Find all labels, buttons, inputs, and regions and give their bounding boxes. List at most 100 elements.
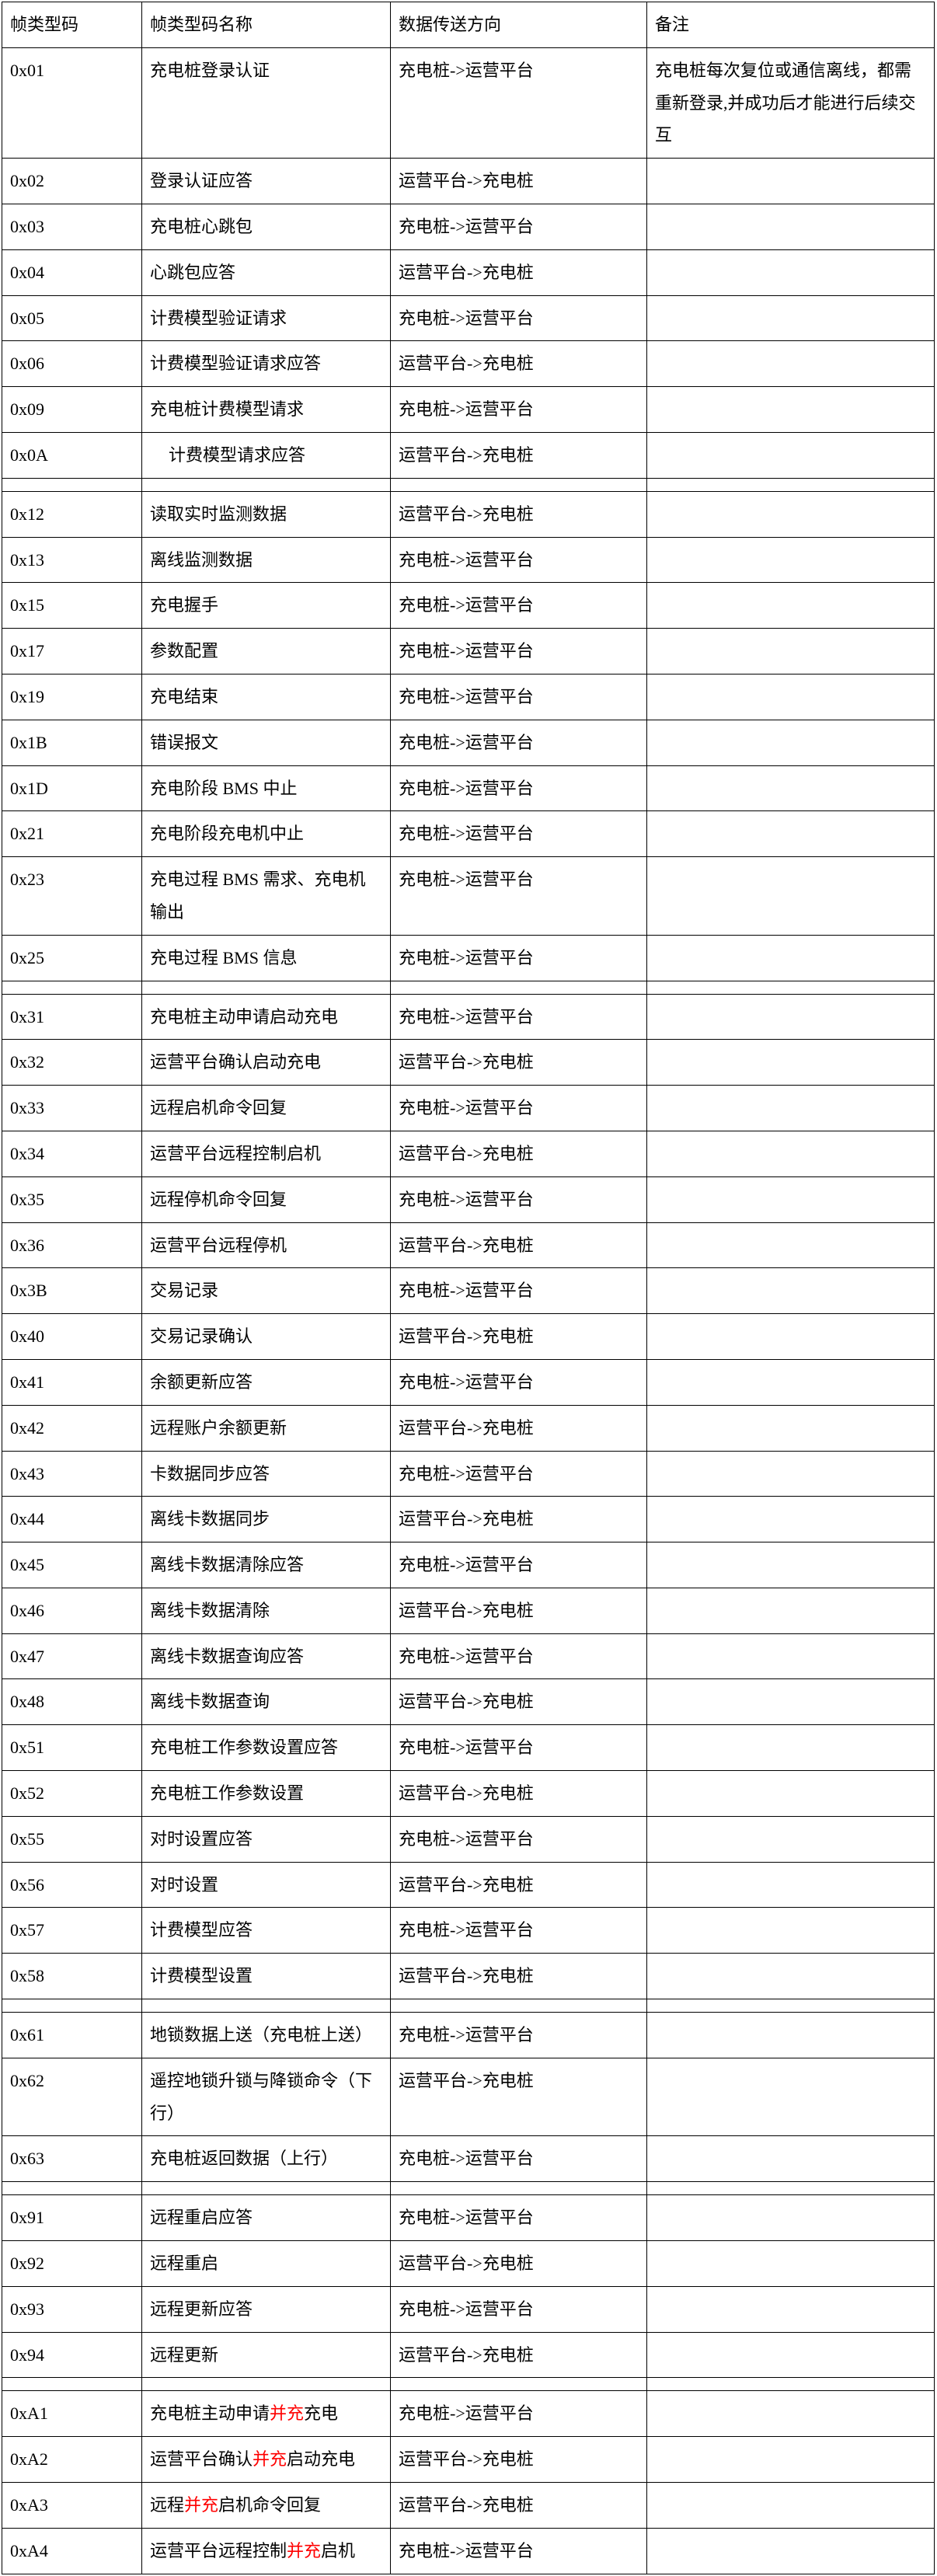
direction-cell: 充电桩->运营平台 [391, 1908, 647, 1954]
name-cell: 地锁数据上送（充电桩上送） [142, 2013, 391, 2058]
remark-cell [647, 537, 935, 583]
name-cell: 计费模型设置 [142, 1954, 391, 1999]
direction-cell: 运营平台->充电桩 [391, 1771, 647, 1817]
name-cell: 计费模型验证请求 [142, 295, 391, 341]
direction-cell: 充电桩->运营平台 [391, 204, 647, 249]
code-cell: 0x91 [2, 2195, 142, 2241]
table-row: 0x03充电桩心跳包充电桩->运营平台 [2, 204, 935, 249]
code-cell: 0x46 [2, 1588, 142, 1633]
code-cell: 0x01 [2, 47, 142, 158]
direction-cell: 运营平台->充电桩 [391, 2483, 647, 2529]
table-row: 0x55对时设置应答充电桩->运营平台 [2, 1816, 935, 1862]
code-cell: 0x21 [2, 811, 142, 857]
empty-cell [647, 2378, 935, 2391]
direction-cell: 充电桩->运营平台 [391, 2195, 647, 2241]
name-cell: 充电阶段充电机中止 [142, 811, 391, 857]
table-row: 0x25充电过程 BMS 信息充电桩->运营平台 [2, 935, 935, 981]
frame-type-table: 帧类型码帧类型码名称数据传送方向备注0x01充电桩登录认证充电桩->运营平台充电… [2, 2, 935, 2574]
direction-cell: 运营平台->充电桩 [391, 1588, 647, 1633]
empty-cell [647, 981, 935, 994]
remark-cell [647, 1314, 935, 1360]
name-cell: 计费模型应答 [142, 1908, 391, 1954]
remark-cell [647, 1040, 935, 1086]
code-cell: 0x55 [2, 1816, 142, 1862]
name-cell: 运营平台确认启动充电 [142, 1040, 391, 1086]
table-header-row: 帧类型码帧类型码名称数据传送方向备注 [2, 2, 935, 48]
code-cell: 0x02 [2, 159, 142, 204]
separator-row [2, 2182, 935, 2195]
remark-cell [647, 811, 935, 857]
table-row: 0x23充电过程 BMS 需求、充电机输出充电桩->运营平台 [2, 857, 935, 936]
remark-cell [647, 2136, 935, 2182]
table-row: 0x01充电桩登录认证充电桩->运营平台充电桩每次复位或通信离线，都需重新登录,… [2, 47, 935, 158]
code-cell: 0x12 [2, 491, 142, 537]
table-row: 0x46离线卡数据清除运营平台->充电桩 [2, 1588, 935, 1633]
separator-row [2, 1999, 935, 2013]
empty-cell [2, 2378, 142, 2391]
direction-cell: 充电桩->运营平台 [391, 1725, 647, 1771]
code-cell: 0x25 [2, 935, 142, 981]
remark-cell [647, 1725, 935, 1771]
empty-cell [391, 981, 647, 994]
empty-cell [391, 1999, 647, 2013]
direction-cell: 充电桩->运营平台 [391, 1633, 647, 1679]
table-row: 0x32运营平台确认启动充电运营平台->充电桩 [2, 1040, 935, 1086]
table-row: 0x15充电握手充电桩->运营平台 [2, 583, 935, 629]
direction-cell: 充电桩->运营平台 [391, 720, 647, 765]
remark-cell [647, 1954, 935, 1999]
code-cell: 0x33 [2, 1086, 142, 1131]
direction-cell: 运营平台->充电桩 [391, 1131, 647, 1176]
name-cell: 远程账户余额更新 [142, 1405, 391, 1451]
direction-cell: 充电桩->运营平台 [391, 2136, 647, 2182]
header-cell-0: 帧类型码 [2, 2, 142, 48]
name-cell: 离线卡数据清除应答 [142, 1542, 391, 1588]
remark-cell [647, 1908, 935, 1954]
name-cell: 充电过程 BMS 信息 [142, 935, 391, 981]
code-cell: 0x41 [2, 1359, 142, 1405]
direction-cell: 运营平台->充电桩 [391, 1314, 647, 1360]
table-row: 0x13离线监测数据充电桩->运营平台 [2, 537, 935, 583]
code-cell: 0xA3 [2, 2483, 142, 2529]
empty-cell [142, 981, 391, 994]
direction-cell: 充电桩->运营平台 [391, 2528, 647, 2574]
remark-cell [647, 1176, 935, 1222]
empty-cell [391, 478, 647, 491]
direction-cell: 充电桩->运营平台 [391, 2013, 647, 2058]
direction-cell: 充电桩->运营平台 [391, 1086, 647, 1131]
table-row: 0x0A计费模型请求应答运营平台->充电桩 [2, 432, 935, 478]
direction-cell: 充电桩->运营平台 [391, 295, 647, 341]
name-cell: 对时设置应答 [142, 1816, 391, 1862]
direction-cell: 运营平台->充电桩 [391, 1862, 647, 1908]
table-row: 0x45离线卡数据清除应答充电桩->运营平台 [2, 1542, 935, 1588]
code-cell: 0x51 [2, 1725, 142, 1771]
remark-cell [647, 2391, 935, 2437]
name-cell: 读取实时监测数据 [142, 491, 391, 537]
code-cell: 0x19 [2, 674, 142, 720]
name-cell: 离线监测数据 [142, 537, 391, 583]
separator-row [2, 2378, 935, 2391]
table-row: 0x92远程重启运营平台->充电桩 [2, 2241, 935, 2287]
remark-cell [647, 249, 935, 295]
code-cell: 0x3B [2, 1268, 142, 1314]
table-row: 0x93远程更新应答充电桩->运营平台 [2, 2286, 935, 2332]
table-row: 0x57计费模型应答充电桩->运营平台 [2, 1908, 935, 1954]
remark-cell [647, 1405, 935, 1451]
table-row: 0x56对时设置运营平台->充电桩 [2, 1862, 935, 1908]
remark-cell [647, 2286, 935, 2332]
direction-cell: 充电桩->运营平台 [391, 1268, 647, 1314]
code-cell: 0x15 [2, 583, 142, 629]
name-cell: 充电桩返回数据（上行） [142, 2136, 391, 2182]
remark-cell [647, 674, 935, 720]
table-row: 0x19充电结束充电桩->运营平台 [2, 674, 935, 720]
name-cell: 计费模型验证请求应答 [142, 341, 391, 387]
name-cell: 充电桩计费模型请求 [142, 387, 391, 433]
direction-cell: 充电桩->运营平台 [391, 47, 647, 158]
table-row: 0x1D充电阶段 BMS 中止充电桩->运营平台 [2, 765, 935, 811]
table-row: 0x94远程更新运营平台->充电桩 [2, 2332, 935, 2378]
table-row: 0x61地锁数据上送（充电桩上送）充电桩->运营平台 [2, 2013, 935, 2058]
name-cell: 计费模型请求应答 [142, 432, 391, 478]
table-row: 0x36运营平台远程停机运营平台->充电桩 [2, 1222, 935, 1268]
direction-cell: 运营平台->充电桩 [391, 1222, 647, 1268]
direction-cell: 充电桩->运营平台 [391, 2391, 647, 2437]
remark-cell [647, 159, 935, 204]
